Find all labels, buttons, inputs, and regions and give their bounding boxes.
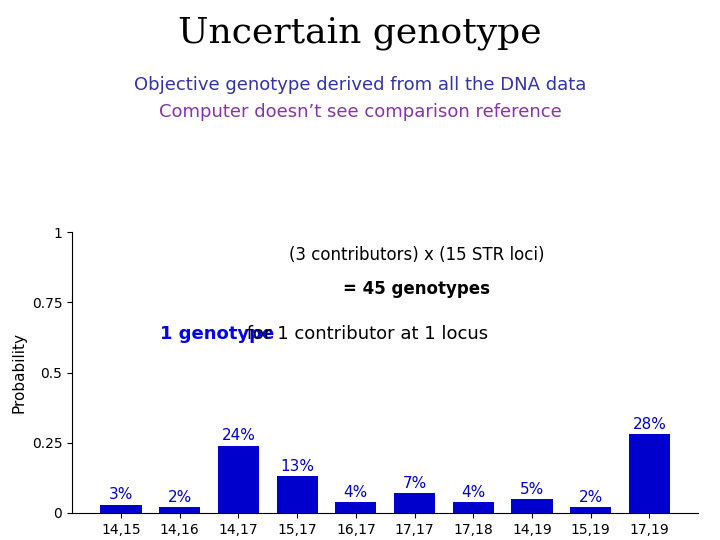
Bar xyxy=(570,508,611,513)
Text: 2%: 2% xyxy=(579,490,603,505)
Bar xyxy=(101,504,142,513)
Text: Uncertain genotype: Uncertain genotype xyxy=(178,16,542,50)
Text: (3 contributors) x (15 STR loci): (3 contributors) x (15 STR loci) xyxy=(289,246,544,264)
Text: Computer doesn’t see comparison reference: Computer doesn’t see comparison referenc… xyxy=(158,103,562,120)
Text: 1 genotype: 1 genotype xyxy=(160,325,274,343)
Text: 13%: 13% xyxy=(280,459,314,474)
Bar xyxy=(159,508,200,513)
Text: Objective genotype derived from all the DNA data: Objective genotype derived from all the … xyxy=(134,76,586,93)
Text: 4%: 4% xyxy=(461,484,485,500)
Bar xyxy=(276,476,318,513)
Bar xyxy=(336,502,377,513)
Text: = 45 genotypes: = 45 genotypes xyxy=(343,280,490,298)
Bar xyxy=(394,494,435,513)
Bar xyxy=(453,502,494,513)
Text: 4%: 4% xyxy=(343,484,368,500)
Text: for 1 contributor at 1 locus: for 1 contributor at 1 locus xyxy=(241,325,488,343)
Bar xyxy=(511,499,552,513)
Text: 24%: 24% xyxy=(222,428,256,443)
Text: 28%: 28% xyxy=(632,417,666,432)
Text: 5%: 5% xyxy=(520,482,544,497)
Text: 3%: 3% xyxy=(109,487,133,502)
Text: 7%: 7% xyxy=(402,476,427,491)
Bar xyxy=(629,434,670,513)
Bar xyxy=(218,446,259,513)
Text: 2%: 2% xyxy=(168,490,192,505)
Y-axis label: Probability: Probability xyxy=(11,332,26,413)
